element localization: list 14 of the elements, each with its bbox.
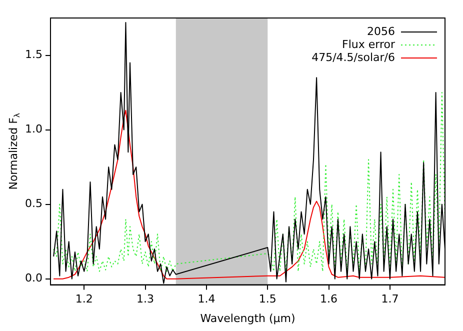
x-tick-label: 1.5 — [258, 292, 276, 306]
y-tick-label: 1.5 — [24, 48, 42, 62]
y-tick-label: 0.5 — [24, 197, 42, 210]
x-tick-label: 1.7 — [381, 292, 399, 306]
legend-label: 2056 — [367, 24, 395, 38]
x-tick-label: 1.2 — [75, 292, 93, 306]
x-axis-title: Wavelength (μm) — [200, 312, 296, 325]
x-tick-label: 1.3 — [136, 292, 154, 306]
legend-label: Flux error — [342, 38, 396, 51]
x-tick-label: 1.6 — [320, 292, 338, 306]
legend-label: 475/4.5/solar/6 — [312, 50, 395, 64]
y-tick-label: 0.0 — [24, 272, 42, 285]
x-tick-label: 1.4 — [198, 292, 216, 306]
y-tick-label: 1.0 — [24, 122, 42, 136]
